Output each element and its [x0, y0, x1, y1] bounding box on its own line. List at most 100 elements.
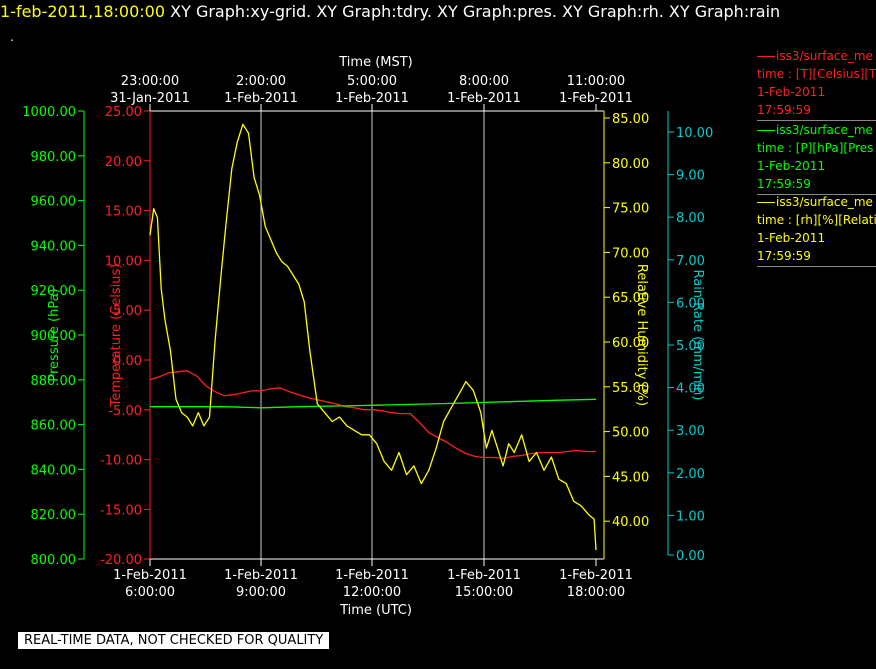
rh-tick-label: 85.00	[612, 112, 649, 127]
mst-tick-time: 11:00:00	[567, 74, 625, 89]
legend-name-rh: iss3/surface_me	[776, 195, 873, 209]
pressure-axis-title: Pressure (hPa)	[47, 288, 62, 381]
rain-tick-label: 10.00	[676, 126, 713, 141]
pressure-tick-label: 920.00	[31, 284, 77, 299]
rh-tick-label: 80.00	[612, 157, 649, 172]
pressure-tick-label: 980.00	[31, 150, 77, 165]
legend-time-temperature: 17:59:59	[757, 103, 811, 117]
rh-tick-label: 70.00	[612, 246, 649, 261]
rh-tick-label: 50.00	[612, 426, 649, 441]
grid-lines	[260, 111, 485, 559]
pressure-tick-label: 880.00	[31, 374, 77, 389]
utc-tick-date: 1-Feb-2011	[447, 568, 521, 583]
temperature-tick-label: -15.00	[100, 503, 142, 518]
rain-tick-label: 4.00	[676, 382, 705, 397]
rh-tick-label: 75.00	[612, 202, 649, 217]
legend-separator	[757, 194, 876, 195]
utc-tick-date: 1-Feb-2011	[335, 568, 409, 583]
mst-tick-date: 1-Feb-2011	[224, 91, 298, 106]
legend-date-rh: 1-Feb-2011	[757, 231, 826, 245]
pressure-tick-label: 860.00	[31, 419, 77, 434]
temperature-axis-title: Temperature (Celsius)	[109, 264, 124, 408]
mst-tick-time: 2:00:00	[236, 74, 286, 89]
legend-line-rh	[757, 201, 775, 203]
mst-tick-time: 8:00:00	[459, 74, 509, 89]
utc-tick-time: 15:00:00	[455, 585, 513, 600]
legend-separator	[757, 266, 876, 267]
temperature-tick-label: -10.00	[100, 454, 142, 469]
rh-tick-label: 45.00	[612, 470, 649, 485]
mst-tick-time: 5:00:00	[347, 74, 397, 89]
legend-time-pressure: 17:59:59	[757, 177, 811, 191]
mst-tick-date: 1-Feb-2011	[559, 91, 633, 106]
utc-tick-date: 1-Feb-2011	[224, 568, 298, 583]
mst-tick-date: 1-Feb-2011	[447, 91, 521, 106]
temperature-tick-label: 5.00	[113, 304, 142, 319]
temperature-tick-label: -5.00	[108, 404, 142, 419]
legend-variable-rh: time : [rh][%][Relati	[757, 213, 876, 227]
pressure-tick-label: 960.00	[31, 195, 77, 210]
mst-tick-date: 1-Feb-2011	[335, 91, 409, 106]
legend-name-temperature: iss3/surface_me	[776, 49, 873, 63]
rh-tick-label: 65.00	[612, 291, 649, 306]
pressure-tick-label: 900.00	[31, 329, 77, 344]
utc-tick-date: 1-Feb-2011	[559, 568, 633, 583]
temperature-tick-label: 20.00	[105, 155, 142, 170]
rain-tick-label: 3.00	[676, 424, 705, 439]
axes-group: 1000.00 980.00 960.00 940.00 920.00 900.00 880…	[22, 55, 713, 618]
temperature-tick-label: 10.00	[105, 254, 142, 269]
temperature-tick-label: 15.00	[105, 205, 142, 220]
mst-tick-date: 31-Jan-2011	[110, 91, 190, 106]
rain-tick-label: 9.00	[676, 169, 705, 184]
mst-axis-title: Time (MST)	[338, 55, 413, 70]
legend-entry-pressure: iss3/surface_me time : [P][hPa][Pres 1-F…	[757, 121, 876, 195]
pressure-tick-label: 1000.00	[22, 105, 76, 120]
rh-series-line	[149, 123, 597, 551]
legend-time-rh: 17:59:59	[757, 249, 811, 263]
legend-variable-pressure: time : [P][hPa][Pres	[757, 141, 874, 155]
legend-entry-rh: iss3/surface_me time : [rh][%][Relati 1-…	[757, 193, 876, 267]
temperature-tick-label: 25.00	[105, 105, 142, 120]
legend-line-temperature	[757, 55, 775, 57]
utc-tick-time: 6:00:00	[125, 585, 175, 600]
legend-date-temperature: 1-Feb-2011	[757, 85, 826, 99]
rain-tick-label: 7.00	[676, 254, 705, 269]
utc-axis-title: Time (UTC)	[339, 603, 412, 618]
rain-tick-label: 8.00	[676, 211, 705, 226]
utc-tick-time: 18:00:00	[567, 585, 625, 600]
utc-tick-time: 12:00:00	[343, 585, 401, 600]
temperature-tick-label: -20.00	[100, 553, 142, 568]
pressure-tick-label: 940.00	[31, 239, 77, 254]
series-group	[149, 123, 597, 551]
rh-tick-label: 60.00	[612, 336, 649, 351]
rain-tick-label: 1.00	[676, 509, 705, 524]
pressure-series-line	[150, 398, 597, 409]
legend-name-pressure: iss3/surface_me	[776, 123, 873, 137]
rh-tick-label: 40.00	[612, 515, 649, 530]
temperature-series-line	[149, 370, 596, 460]
rh-axis-title: Relative Humidity (%)	[634, 264, 649, 406]
title-dot: .	[10, 30, 14, 44]
utc-tick-time: 9:00:00	[236, 585, 286, 600]
temperature-tick-label: 0.00	[113, 354, 142, 369]
legend-line-pressure	[757, 129, 775, 131]
mst-tick-time: 23:00:00	[121, 74, 179, 89]
utc-tick-date: 1-Feb-2011	[113, 568, 187, 583]
legend-separator	[757, 120, 876, 121]
pressure-tick-label: 840.00	[31, 463, 77, 478]
quality-warning: REAL-TIME DATA, NOT CHECKED FOR QUALITY	[18, 632, 330, 649]
title-graphs: XY Graph:xy-grid. XY Graph:tdry. XY Grap…	[165, 2, 781, 21]
pressure-tick-label: 820.00	[31, 508, 77, 523]
rain-axis-title: Rain Rate (mm/min)	[690, 269, 705, 400]
legend-date-pressure: 1-Feb-2011	[757, 159, 826, 173]
legend-variable-temperature: time : [T][Celsius][T	[757, 67, 876, 81]
rh-tick-label: 55.00	[612, 381, 649, 396]
rain-tick-label: 2.00	[676, 467, 705, 482]
rain-tick-label: 0.00	[676, 549, 705, 564]
pressure-tick-label: 800.00	[31, 553, 77, 568]
window-title: 1-feb-2011,18:00:00 XY Graph:xy-grid. XY…	[0, 2, 780, 21]
legend-entry-temperature: iss3/surface_me time : [T][Celsius][T 1-…	[757, 47, 876, 121]
rain-tick-label: 5.00	[676, 339, 705, 354]
rain-tick-label: 6.00	[676, 296, 705, 311]
